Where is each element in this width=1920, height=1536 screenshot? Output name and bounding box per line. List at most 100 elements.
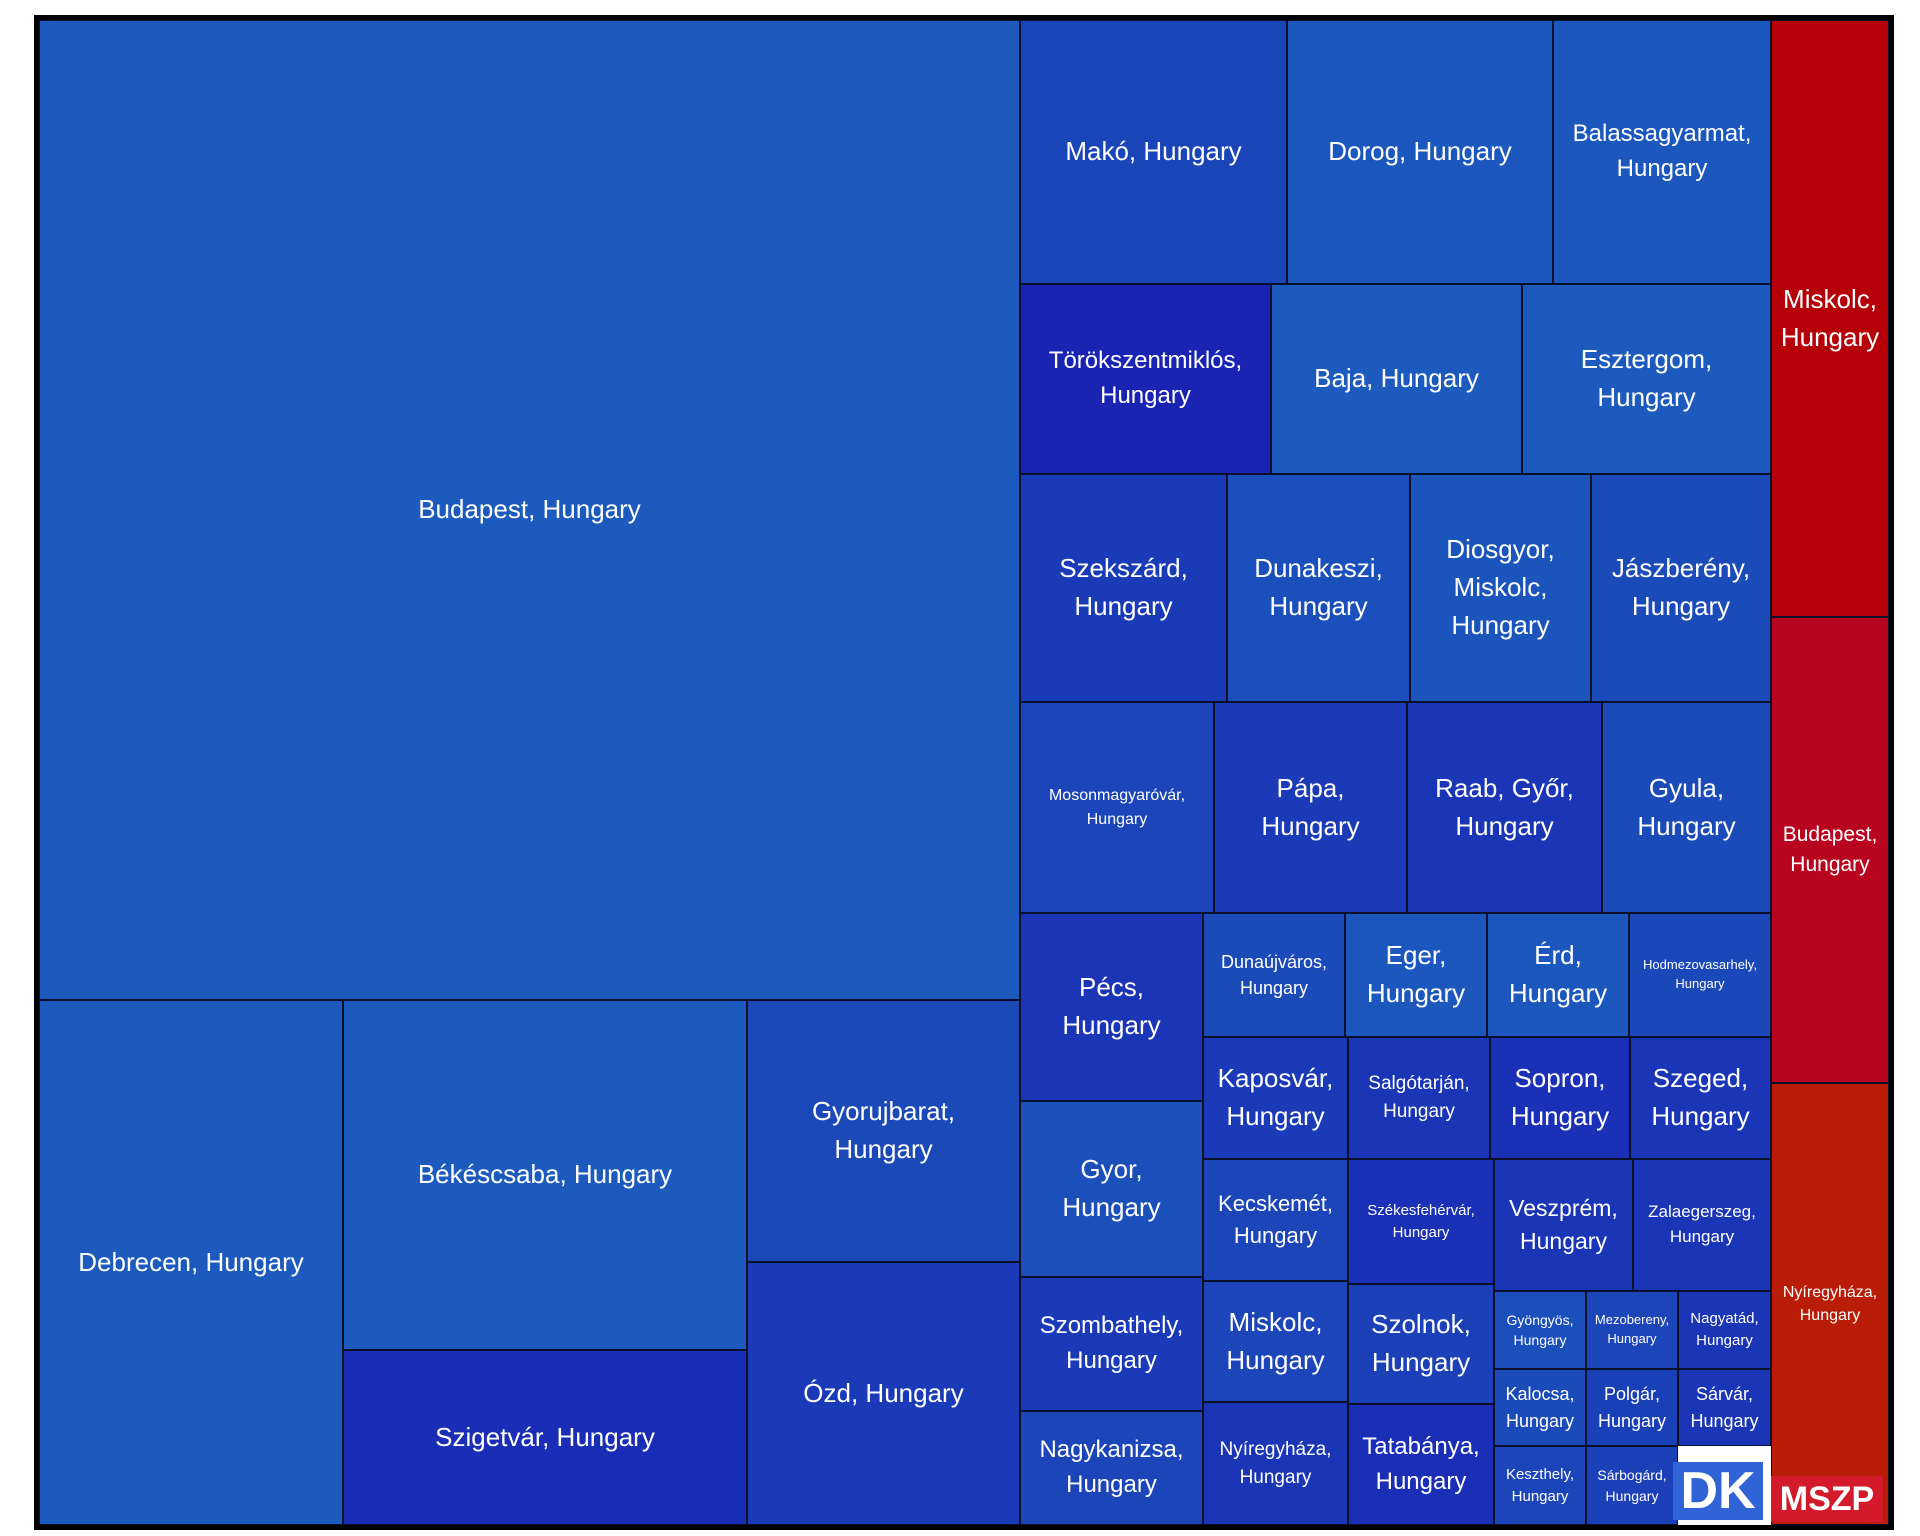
tile-label: Diosgyor, Miskolc, Hungary	[1446, 534, 1555, 640]
tile-label: Nagyatád, Hungary	[1690, 1310, 1759, 1349]
dk-tile-nagyatad-hungary: Nagyatád, Hungary	[1678, 1291, 1771, 1369]
dk-tile-jaszbereny-hungary: Jászberény, Hungary	[1591, 474, 1771, 702]
tile-label: Esztergom, Hungary	[1580, 344, 1713, 412]
dk-tile-miskolc-hungary: Miskolc, Hungary	[1203, 1281, 1348, 1402]
tile-label: Szeged, Hungary	[1651, 1063, 1750, 1131]
dk-tile-mosonmagyarovar-hungary: Mosonmagyaróvár, Hungary	[1020, 702, 1214, 913]
dk-tile-nyiregyhaza-hungary: Nyíregyháza, Hungary	[1203, 1402, 1348, 1525]
dk-tile-eger-hungary: Eger, Hungary	[1345, 913, 1487, 1037]
dk-tile-mako-hungary: Makó, Hungary	[1020, 20, 1287, 284]
mszp-tile-budapest-hungary: Budapest, Hungary	[1771, 617, 1889, 1083]
tile-label: Szekszárd, Hungary	[1059, 553, 1188, 621]
tile-label: Jászberény, Hungary	[1611, 553, 1751, 621]
tile-label: Ózd, Hungary	[803, 1377, 964, 1408]
tile-label: Sopron, Hungary	[1510, 1063, 1610, 1131]
tile-label: Sárvár, Hungary	[1690, 1384, 1759, 1431]
dk-tile-dunaujvaros-hungary: Dunaújváros, Hungary	[1203, 913, 1345, 1037]
tile-label: Pécs, Hungary	[1062, 972, 1161, 1040]
dk-tile-mezobereny-hungary: Mezobereny, Hungary	[1586, 1291, 1678, 1369]
dk-tile-szekesfehervar-hungary: Székesfehérvár, Hungary	[1348, 1159, 1494, 1284]
tile-label: Székesfehérvár, Hungary	[1367, 1201, 1475, 1241]
tile-label: Nyíregyháza, Hungary	[1782, 1283, 1878, 1324]
dk-tile-szolnok-hungary: Szolnok, Hungary	[1348, 1284, 1494, 1404]
tile-label: Zalaegerszeg, Hungary	[1648, 1202, 1756, 1246]
dk-tile-gyorujbarat-hungary: Gyorujbarat, Hungary	[747, 1000, 1020, 1262]
tile-label: Miskolc, Hungary	[1780, 283, 1880, 352]
dk-tile-pecs-hungary: Pécs, Hungary	[1020, 913, 1203, 1101]
tile-label: Nyíregyháza, Hungary	[1219, 1438, 1332, 1488]
tile-label: Dunaújváros, Hungary	[1220, 951, 1328, 998]
dk-tile-kecskemet-hungary: Kecskemét, Hungary	[1203, 1159, 1348, 1281]
dk-tile-esztergom-hungary: Esztergom, Hungary	[1522, 284, 1771, 474]
tile-label: Nagykanizsa, Hungary	[1039, 1436, 1184, 1498]
dk-tile-ozd-hungary: Ózd, Hungary	[747, 1262, 1020, 1525]
dk-tile-sarvar-hungary: Sárvár, Hungary	[1678, 1369, 1771, 1446]
tile-label: Szombathely, Hungary	[1039, 1312, 1184, 1374]
tile-label: Keszthely, Hungary	[1505, 1465, 1575, 1505]
tile-label: Békéscsaba, Hungary	[417, 1159, 673, 1190]
tile-label: Makó, Hungary	[1065, 136, 1242, 167]
dk-tile-gyula-hungary: Gyula, Hungary	[1602, 702, 1771, 913]
tile-label: Dorog, Hungary	[1328, 136, 1512, 167]
dk-tile-sarbogard-hungary: Sárbogárd, Hungary	[1586, 1446, 1678, 1525]
tile-label: Gyula, Hungary	[1637, 772, 1736, 841]
tile-label: Debrecen, Hungary	[78, 1246, 304, 1277]
mszp-logo: MSZP	[1771, 1476, 1883, 1522]
tile-label: Érd, Hungary	[1508, 940, 1608, 1008]
tile-label: Törökszentmiklós, Hungary	[1048, 347, 1243, 409]
tile-label: Dunakeszi, Hungary	[1254, 553, 1383, 621]
tile-label: Tatabánya, Hungary	[1362, 1432, 1480, 1495]
dk-tile-salgotarjan-hungary: Salgótarján, Hungary	[1348, 1037, 1490, 1159]
tile-label: Raab, Győr, Hungary	[1435, 772, 1574, 841]
dk-tile-szigetvar-hungary: Szigetvár, Hungary	[343, 1350, 747, 1525]
dk-tile-gyongyos-hungary: Gyöngyös, Hungary	[1494, 1291, 1586, 1369]
dk-tile-gyor-hungary: Gyor, Hungary	[1020, 1101, 1203, 1277]
dk-tile-erd-hungary: Érd, Hungary	[1487, 913, 1629, 1037]
dk-tile-szombathely-hungary: Szombathely, Hungary	[1020, 1277, 1203, 1411]
tile-label: Gyor, Hungary	[1062, 1154, 1161, 1222]
dk-tile-veszprem-hungary: Veszprém, Hungary	[1494, 1159, 1633, 1291]
dk-tile-budapest-hungary: Budapest, Hungary	[39, 20, 1020, 1000]
tile-label: Sárbogárd, Hungary	[1597, 1467, 1667, 1504]
dk-tile-szekszard-hungary: Szekszárd, Hungary	[1020, 474, 1227, 702]
dk-tile-diosgyor-miskolc-hungary: Diosgyor, Miskolc, Hungary	[1410, 474, 1591, 702]
tile-label: Kaposvár, Hungary	[1217, 1063, 1334, 1131]
dk-tile-kaposvar-hungary: Kaposvár, Hungary	[1203, 1037, 1348, 1159]
dk-tile-szeged-hungary: Szeged, Hungary	[1630, 1037, 1771, 1159]
tile-label: Pápa, Hungary	[1261, 772, 1360, 841]
dk-tile-sopron-hungary: Sopron, Hungary	[1490, 1037, 1630, 1159]
tile-label: Gyorujbarat, Hungary	[811, 1096, 956, 1164]
tile-label: Polgár, Hungary	[1597, 1384, 1667, 1431]
dk-tile-dunakeszi-hungary: Dunakeszi, Hungary	[1227, 474, 1410, 702]
dk-tile-polgar-hungary: Polgár, Hungary	[1586, 1369, 1678, 1446]
dk-tile-raab-gyor-hungary: Raab, Győr, Hungary	[1407, 702, 1602, 913]
tile-label: Budapest, Hungary	[418, 494, 641, 525]
tile-label: Hodmezovasarhely, Hungary	[1643, 957, 1757, 991]
tile-label: Baja, Hungary	[1314, 363, 1479, 394]
tile-label: Mosonmagyaróvár, Hungary	[1048, 787, 1186, 828]
dk-tile-dorog-hungary: Dorog, Hungary	[1287, 20, 1553, 284]
dk-tile-keszthely-hungary: Keszthely, Hungary	[1494, 1446, 1586, 1525]
tile-label: Balassagyarmat, Hungary	[1572, 120, 1752, 182]
dk-tile-baja-hungary: Baja, Hungary	[1271, 284, 1522, 474]
dk-tile-bekescsaba-hungary: Békéscsaba, Hungary	[343, 1000, 747, 1350]
tile-label: Kecskemét, Hungary	[1218, 1191, 1333, 1248]
dk-tile-zalaegerszeg-hungary: Zalaegerszeg, Hungary	[1633, 1159, 1771, 1291]
dk-tile-debrecen-hungary: Debrecen, Hungary	[39, 1000, 343, 1525]
dk-tile-nagykanizsa-hungary: Nagykanizsa, Hungary	[1020, 1411, 1203, 1525]
dk-tile-balassagyarmat-hungary: Balassagyarmat, Hungary	[1553, 20, 1771, 284]
mszp-tile-miskolc-hungary: Miskolc, Hungary	[1771, 20, 1889, 617]
dk-tile-torokszentmiklos-hungary: Törökszentmiklós, Hungary	[1020, 284, 1271, 474]
tile-label: Kalocsa, Hungary	[1505, 1384, 1575, 1431]
tile-label: Budapest, Hungary	[1782, 822, 1878, 876]
tile-label: Eger, Hungary	[1366, 940, 1466, 1008]
dk-tile-tatabanya-hungary: Tatabánya, Hungary	[1348, 1404, 1494, 1525]
dk-logo: DK	[1673, 1462, 1763, 1520]
tile-label: Mezobereny, Hungary	[1594, 1312, 1670, 1346]
tile-label: Veszprém, Hungary	[1509, 1194, 1618, 1254]
mszp-tile-nyiregyhaza-hungary: Nyíregyháza, Hungary	[1771, 1083, 1889, 1525]
tile-label: Szolnok, Hungary	[1371, 1309, 1471, 1377]
dk-tile-kalocsa-hungary: Kalocsa, Hungary	[1494, 1369, 1586, 1446]
tile-label: Salgótarján, Hungary	[1368, 1073, 1470, 1122]
